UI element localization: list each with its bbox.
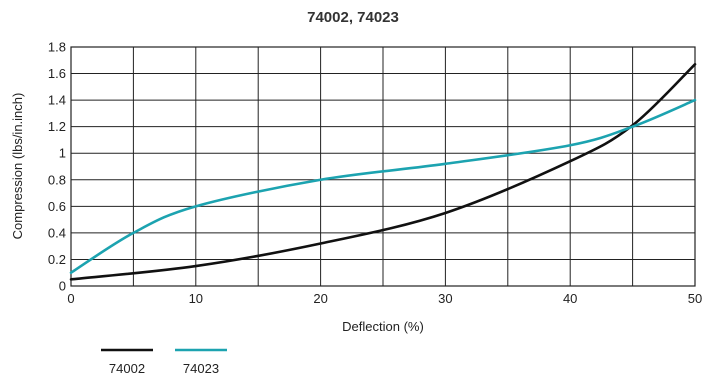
y-tick-label: 0.6 <box>48 199 66 214</box>
plot-border <box>70 46 696 287</box>
legend-label-74002: 74002 <box>109 361 145 376</box>
series-lines <box>69 62 697 281</box>
y-tick-label: 0.4 <box>48 225 66 240</box>
grid <box>70 46 696 287</box>
series-line-74023 <box>69 98 697 275</box>
y-tick-label: 0.8 <box>48 172 66 187</box>
x-tick-label: 30 <box>438 291 452 306</box>
y-tick-label: 1.4 <box>48 93 66 108</box>
x-tick-label: 40 <box>563 291 577 306</box>
legend-label-74023: 74023 <box>183 361 219 376</box>
y-tick-label: 1.8 <box>48 40 66 55</box>
y-tick-label: 1.2 <box>48 119 66 134</box>
chart-title: 74002, 74023 <box>307 9 399 26</box>
y-tick-label: 0 <box>59 279 66 294</box>
y-tick-label: 1.6 <box>48 66 66 81</box>
legend: 74002 74023 <box>101 348 227 376</box>
y-tick-label: 0.2 <box>48 252 66 267</box>
x-tick-label: 10 <box>189 291 203 306</box>
y-axis-label: Compression (lbs/in.inch) <box>10 93 25 240</box>
x-tick-label: 50 <box>688 291 702 306</box>
x-tick-labels: 0 10 20 30 40 50 <box>67 291 702 306</box>
x-axis-label: Deflection (%) <box>342 319 424 334</box>
x-tick-label: 0 <box>67 291 74 306</box>
y-tick-label: 1 <box>59 146 66 161</box>
x-tick-label: 20 <box>313 291 327 306</box>
y-tick-labels: 0 0.2 0.4 0.6 0.8 1 1.2 1.4 1.6 1.8 <box>48 40 66 294</box>
